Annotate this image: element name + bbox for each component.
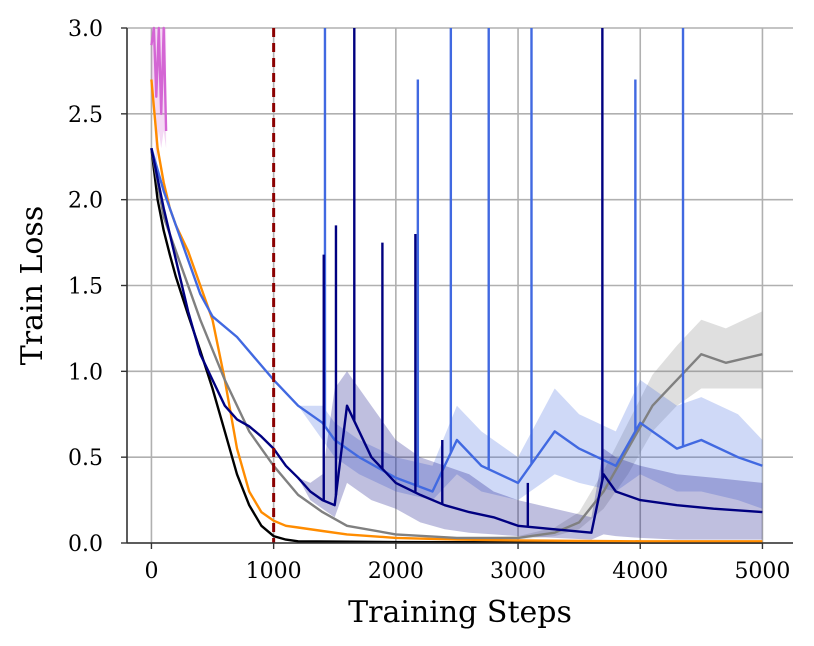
x-axis-label: Training Steps — [348, 595, 572, 630]
line-gray — [150, 147, 763, 540]
x-tick-label: 1000 — [246, 559, 302, 584]
line-black — [150, 148, 763, 544]
x-tick-label: 3000 — [490, 559, 546, 584]
y-tick-label: 2.5 — [68, 103, 103, 128]
series-lines — [150, 26, 763, 544]
line-pink-diverged — [150, 26, 168, 132]
y-tick-label: 0.5 — [68, 446, 103, 471]
line-blue — [150, 147, 763, 493]
series-bands — [151, 28, 763, 540]
band-blue — [151, 148, 763, 509]
y-axis-label: Train Loss — [15, 206, 50, 365]
y-tick-label: 1.5 — [68, 275, 103, 300]
y-tick-label: 3.0 — [68, 17, 103, 42]
band-navy — [151, 148, 763, 540]
y-tick-label: 1.0 — [68, 360, 103, 385]
line-navy — [150, 147, 763, 534]
y-tick-label: 0.0 — [68, 532, 103, 557]
x-tick-label: 4000 — [612, 559, 668, 584]
y-tick-label: 2.0 — [68, 189, 103, 214]
x-tick-label: 5000 — [734, 559, 790, 584]
x-tick-label: 0 — [144, 559, 158, 584]
tick-labels: 0 1000 2000 3000 4000 5000 0.0 0.5 1.0 1.5 2.0 2.5 3… — [68, 17, 790, 584]
x-tick-label: 2000 — [368, 559, 424, 584]
